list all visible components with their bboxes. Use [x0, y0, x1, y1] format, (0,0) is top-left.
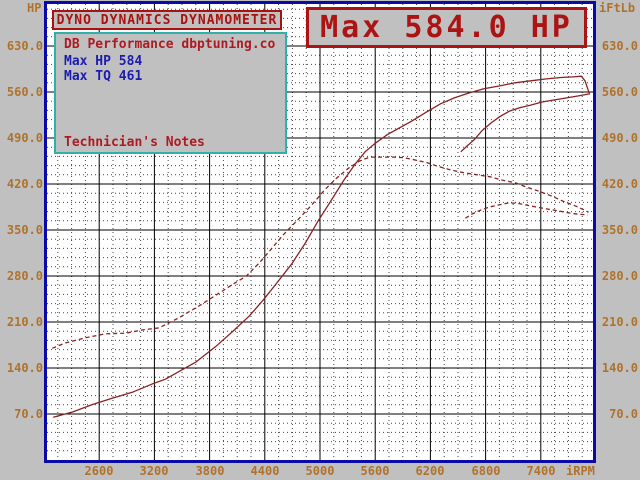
curve-tq-run-2 — [465, 202, 588, 219]
x-tick-label: 6200 — [415, 464, 445, 478]
y-tick-label-left: 280.0 — [6, 269, 43, 283]
curve-hp-run-2 — [460, 93, 589, 153]
y-tick-label-left: 140.0 — [6, 361, 43, 375]
y-tick-label-right: 560.0 — [601, 85, 638, 99]
x-tick-label: 5000 — [305, 464, 335, 478]
info-panel: DB Performance dbptuning.co Max HP 584 M… — [54, 32, 287, 154]
curve-hp-run-1-max-584- — [53, 75, 591, 418]
app-title: DYNO DYNAMICS DYNAMOMETER — [56, 12, 278, 28]
right-axis-unit-label: iFtLb — [599, 1, 636, 15]
x-tick-label: 3800 — [195, 464, 225, 478]
x-tick-label: 3200 — [139, 464, 169, 478]
title-bar: DYNO DYNAMICS DYNAMOMETER — [52, 10, 282, 30]
y-tick-label-right: 630.0 — [601, 39, 638, 53]
y-tick-label-right: 350.0 — [601, 223, 638, 237]
y-tick-label-left: 350.0 — [6, 223, 43, 237]
y-tick-label-left: 630.0 — [6, 39, 43, 53]
max-hp-banner: Max 584.0 HP — [306, 7, 587, 48]
max-hp-readout: Max HP 584 — [64, 54, 143, 69]
y-tick-label-left: 210.0 — [6, 315, 43, 329]
curve-tq-run-1-max-461- — [52, 156, 589, 349]
max-tq-readout: Max TQ 461 — [64, 69, 143, 84]
y-tick-label-left: 560.0 — [6, 85, 43, 99]
y-tick-label-right: 210.0 — [601, 315, 638, 329]
shop-name: DB Performance dbptuning.co — [64, 37, 276, 52]
y-tick-label-right: 420.0 — [601, 177, 638, 191]
x-tick-label: 2600 — [84, 464, 114, 478]
x-tick-label: 7400 — [526, 464, 556, 478]
y-tick-label-right: 280.0 — [601, 269, 638, 283]
y-tick-label-left: 420.0 — [6, 177, 43, 191]
y-tick-label-right: 490.0 — [601, 131, 638, 145]
y-tick-label-right: 70.0 — [609, 407, 638, 421]
max-hp-banner-text: Max 584.0 HP — [320, 10, 573, 45]
y-tick-label-left: 70.0 — [14, 407, 43, 421]
x-tick-label: 4400 — [250, 464, 280, 478]
x-tick-label: 5600 — [360, 464, 390, 478]
technician-notes-label: Technician's Notes — [64, 135, 205, 150]
y-tick-label-right: 140.0 — [601, 361, 638, 375]
left-axis-unit-label: HP — [27, 1, 42, 15]
x-tick-label: 6800 — [471, 464, 501, 478]
x-axis-unit-label: iRPM — [566, 464, 595, 478]
y-tick-label-left: 490.0 — [6, 131, 43, 145]
